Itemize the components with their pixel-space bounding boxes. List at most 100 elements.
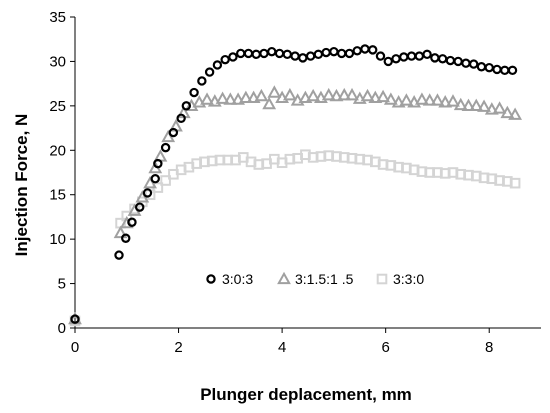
data-point <box>220 54 230 65</box>
x-tick-label: 0 <box>71 339 79 356</box>
data-point <box>368 90 383 104</box>
data-point <box>360 88 375 102</box>
y-tick-label: 30 <box>49 53 66 70</box>
data-point <box>375 51 386 61</box>
data-point <box>321 87 336 101</box>
series-circle <box>70 44 518 324</box>
data-point <box>508 107 523 120</box>
legend-marker <box>277 271 291 285</box>
data-point <box>329 88 344 102</box>
data-point <box>153 158 163 169</box>
data-point <box>238 90 253 104</box>
data-point <box>336 48 347 59</box>
data-point <box>415 92 429 105</box>
legend-marker <box>376 273 388 285</box>
data-point <box>453 97 468 111</box>
axes: 0 5 10 15 20 25 30 35 0 2 4 6 8 <box>49 9 541 356</box>
x-tick-label: 6 <box>381 339 389 356</box>
data-point <box>399 52 409 62</box>
data-point <box>298 90 313 104</box>
data-point <box>282 49 292 60</box>
data-point <box>406 51 417 61</box>
data-point <box>70 314 80 324</box>
data-point <box>345 87 359 101</box>
data-point <box>352 46 362 56</box>
data-point <box>197 76 207 86</box>
data-point <box>461 58 471 68</box>
y-tick-label: 0 <box>58 320 66 337</box>
data-point <box>476 62 487 72</box>
data-point <box>243 48 254 59</box>
data-point <box>204 67 215 77</box>
data-point <box>181 101 192 111</box>
data-point <box>399 93 414 106</box>
data-point <box>251 49 261 60</box>
data-point <box>337 87 352 101</box>
y-tick-label: 5 <box>58 276 66 293</box>
data-point <box>391 54 401 64</box>
data-point <box>422 93 437 106</box>
data-point <box>313 49 324 60</box>
data-point <box>329 46 339 57</box>
data-point <box>430 53 440 63</box>
data-point <box>492 64 502 75</box>
legend-item: 3:0:3 <box>206 271 253 287</box>
legend: 3:0:3 3:1.5:1 .5 3:3:0 <box>206 271 424 287</box>
data-point <box>176 113 186 123</box>
y-tick-label: 10 <box>49 231 66 248</box>
data-point <box>446 94 460 107</box>
legend-label: 3:0:3 <box>222 271 253 287</box>
data-point <box>414 51 425 61</box>
data-point <box>438 95 453 108</box>
data-point <box>492 101 507 114</box>
data-point <box>469 98 484 112</box>
series-square <box>69 149 521 327</box>
data-point <box>344 48 355 59</box>
data-point <box>228 52 238 62</box>
data-point <box>383 92 398 105</box>
data-point <box>477 99 491 112</box>
data-point <box>376 89 390 103</box>
data-point <box>200 92 214 105</box>
data-point <box>121 210 133 222</box>
data-point <box>127 217 137 227</box>
data-point <box>453 56 463 67</box>
data-point <box>114 250 124 260</box>
data-point <box>160 142 171 153</box>
y-tick-label: 35 <box>49 9 66 26</box>
data-point <box>113 225 128 239</box>
data-point <box>507 65 518 76</box>
data-point <box>150 174 160 184</box>
y-tick-label: 20 <box>49 142 66 159</box>
data-point <box>391 95 406 108</box>
data-point <box>121 233 131 243</box>
data-point <box>360 44 370 54</box>
data-point <box>422 49 432 60</box>
data-point <box>259 48 269 59</box>
y-tick-label: 15 <box>49 187 66 204</box>
data-point <box>223 92 238 105</box>
data-point <box>461 98 476 112</box>
series-marks <box>68 44 523 327</box>
data-point <box>306 88 321 102</box>
data-point <box>430 93 445 106</box>
data-point <box>305 51 316 61</box>
data-point <box>509 177 521 189</box>
legend-marker <box>206 274 216 284</box>
data-point <box>267 85 282 98</box>
data-point <box>135 202 145 212</box>
data-point <box>321 47 331 58</box>
x-tick-label: 8 <box>485 339 493 356</box>
x-tick-label: 2 <box>174 339 182 356</box>
data-point <box>368 45 378 55</box>
data-point <box>262 96 277 110</box>
data-point <box>189 87 199 98</box>
data-point <box>168 127 179 138</box>
legend-item: 3:1.5:1 .5 <box>277 271 354 287</box>
data-point <box>484 102 499 115</box>
data-point <box>142 188 153 198</box>
x-axis-title: Plunger deplacement, mm <box>200 385 412 404</box>
data-point <box>246 90 261 104</box>
data-point <box>212 60 223 70</box>
